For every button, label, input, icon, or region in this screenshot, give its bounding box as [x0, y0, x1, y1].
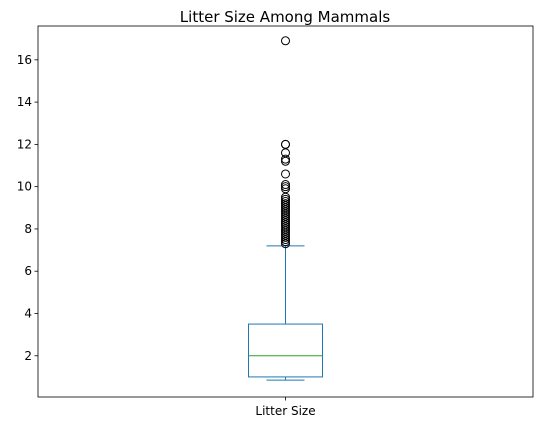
outlier-point: [281, 184, 290, 194]
y-tick-label: 12: [17, 137, 32, 151]
outlier-point: [281, 199, 290, 209]
y-tick-label: 10: [17, 180, 32, 194]
x-axis: Litter Size: [255, 397, 316, 418]
outlier-point: [281, 182, 290, 192]
y-tick-label: 4: [24, 306, 32, 320]
box-plot: [248, 245, 323, 381]
outlier-point: [281, 194, 290, 204]
outlier-point: [281, 169, 290, 179]
outlier-point: [281, 36, 290, 46]
outlier-point: [281, 196, 290, 206]
y-axis: 2 4 6 8 10 12 14 16: [17, 53, 38, 363]
y-tick-label: 8: [24, 222, 32, 236]
chart-title: Litter Size Among Mammals: [180, 8, 391, 26]
outlier-points: [281, 36, 290, 249]
interquartile-box: [248, 323, 323, 378]
y-tick-label: 6: [24, 264, 32, 278]
x-tick-label: Litter Size: [255, 404, 315, 418]
y-tick-label: 16: [17, 53, 32, 67]
y-tick-label: 14: [17, 95, 32, 109]
y-tick-label: 2: [24, 349, 32, 363]
outlier-point: [281, 154, 290, 164]
outlier-point: [281, 180, 290, 190]
outlier-point: [281, 139, 290, 149]
